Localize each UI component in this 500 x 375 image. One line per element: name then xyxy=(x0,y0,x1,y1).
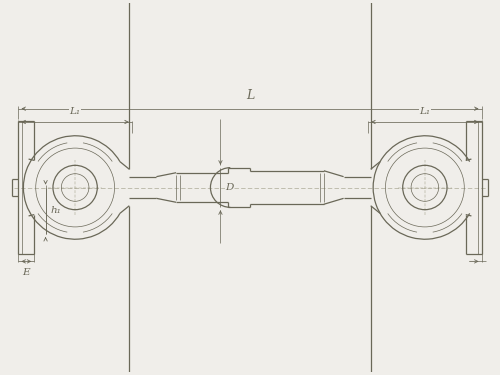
Text: D: D xyxy=(226,183,234,192)
Text: L₁: L₁ xyxy=(420,106,430,116)
Text: L₁: L₁ xyxy=(70,106,80,116)
Text: E: E xyxy=(22,268,30,277)
Text: L: L xyxy=(246,89,254,102)
Text: h₁: h₁ xyxy=(50,206,61,215)
